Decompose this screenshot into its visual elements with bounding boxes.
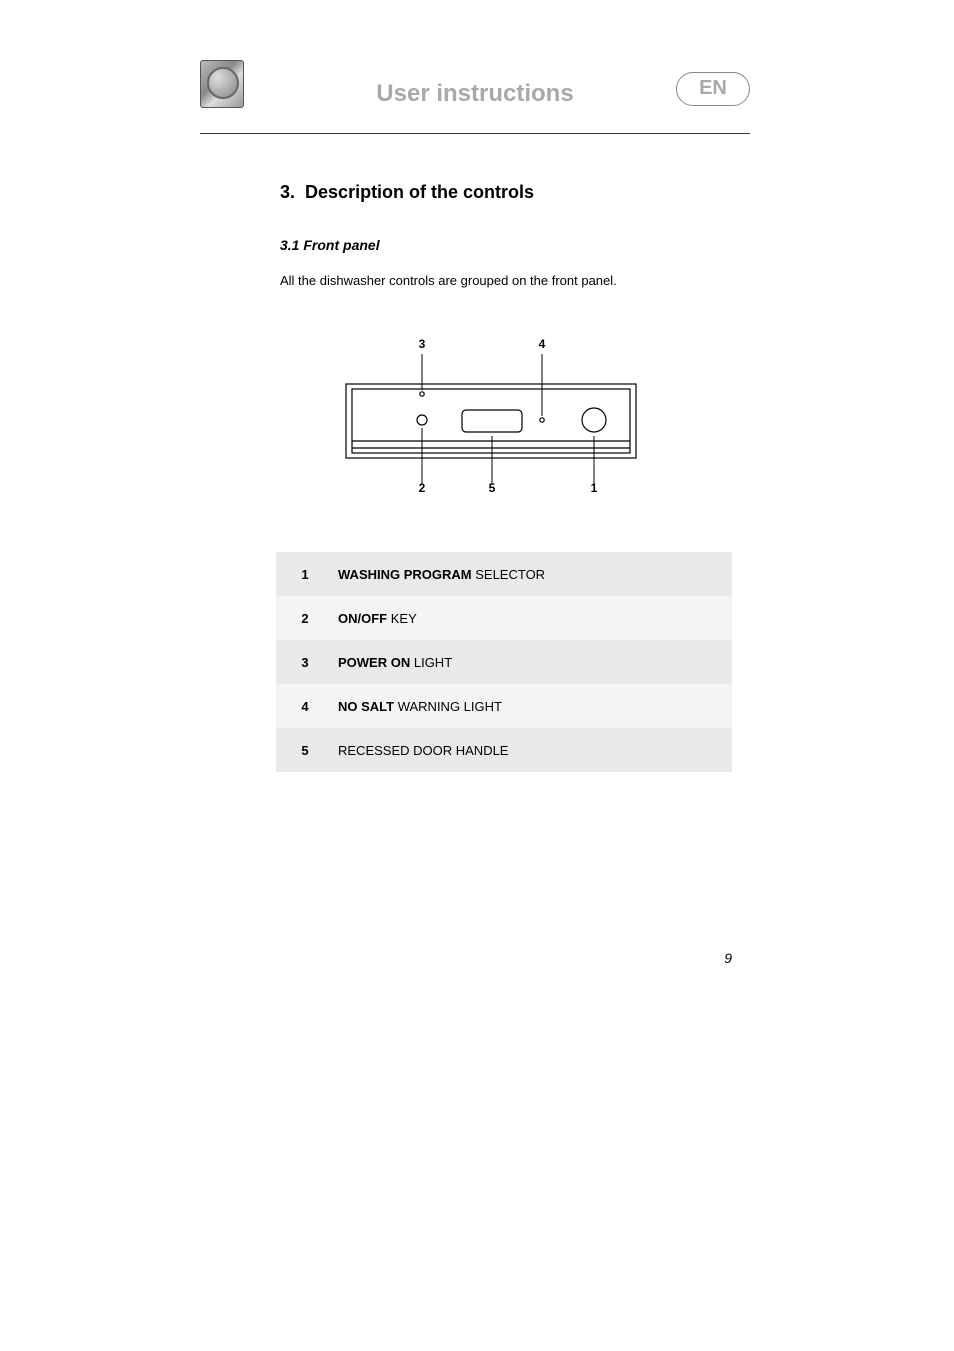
section-number: 3. — [280, 182, 295, 202]
subsection-heading: 3.1 Front panel — [280, 237, 750, 253]
control-description: RECESSED DOOR HANDLE — [334, 728, 732, 772]
page-header: User instructions EN — [200, 62, 750, 134]
control-description: WASHING PROGRAM SELECTOR — [334, 552, 732, 596]
section-heading: 3. Description of the controls — [280, 182, 750, 203]
control-number: 5 — [276, 728, 334, 772]
control-number: 4 — [276, 684, 334, 728]
control-description-bold: NO SALT — [338, 699, 394, 714]
svg-text:3: 3 — [419, 337, 426, 351]
table-row: 5 RECESSED DOOR HANDLE — [276, 728, 732, 772]
document-page: User instructions EN 3. Description of t… — [200, 62, 750, 772]
svg-text:1: 1 — [591, 481, 598, 495]
control-description-bold: WASHING PROGRAM — [338, 567, 472, 582]
control-description-rest: KEY — [387, 611, 417, 626]
table-row: 3POWER ON LIGHT — [276, 640, 732, 684]
section-title: Description of the controls — [305, 182, 534, 202]
svg-text:2: 2 — [419, 481, 426, 495]
control-number: 3 — [276, 640, 334, 684]
language-badge: EN — [676, 72, 750, 106]
controls-legend-table: 1WASHING PROGRAM SELECTOR2ON/OFF KEY3POW… — [276, 552, 732, 772]
page-number: 9 — [724, 950, 732, 966]
svg-text:4: 4 — [539, 337, 546, 351]
control-description-rest: RECESSED DOOR HANDLE — [338, 743, 508, 758]
subsection-title: Front panel — [303, 237, 379, 253]
header-title: User instructions — [200, 80, 750, 108]
intro-paragraph: All the dishwasher controls are grouped … — [280, 273, 750, 288]
controls-legend-body: 1WASHING PROGRAM SELECTOR2ON/OFF KEY3POW… — [276, 552, 732, 772]
table-row: 2ON/OFF KEY — [276, 596, 732, 640]
subsection-number: 3.1 — [280, 237, 299, 253]
control-description: POWER ON LIGHT — [334, 640, 732, 684]
front-panel-diagram: 3 4 2 5 1 — [342, 336, 640, 496]
control-description-rest: WARNING LIGHT — [394, 699, 502, 714]
control-description-rest: SELECTOR — [472, 567, 545, 582]
diagram-svg: 3 4 2 5 1 — [342, 336, 640, 496]
control-number: 2 — [276, 596, 334, 640]
control-description: NO SALT WARNING LIGHT — [334, 684, 732, 728]
control-description-bold: POWER ON — [338, 655, 410, 670]
svg-text:5: 5 — [489, 481, 496, 495]
table-row: 4NO SALT WARNING LIGHT — [276, 684, 732, 728]
control-description-rest: LIGHT — [410, 655, 452, 670]
control-description-bold: ON/OFF — [338, 611, 387, 626]
control-number: 1 — [276, 552, 334, 596]
table-row: 1WASHING PROGRAM SELECTOR — [276, 552, 732, 596]
control-description: ON/OFF KEY — [334, 596, 732, 640]
